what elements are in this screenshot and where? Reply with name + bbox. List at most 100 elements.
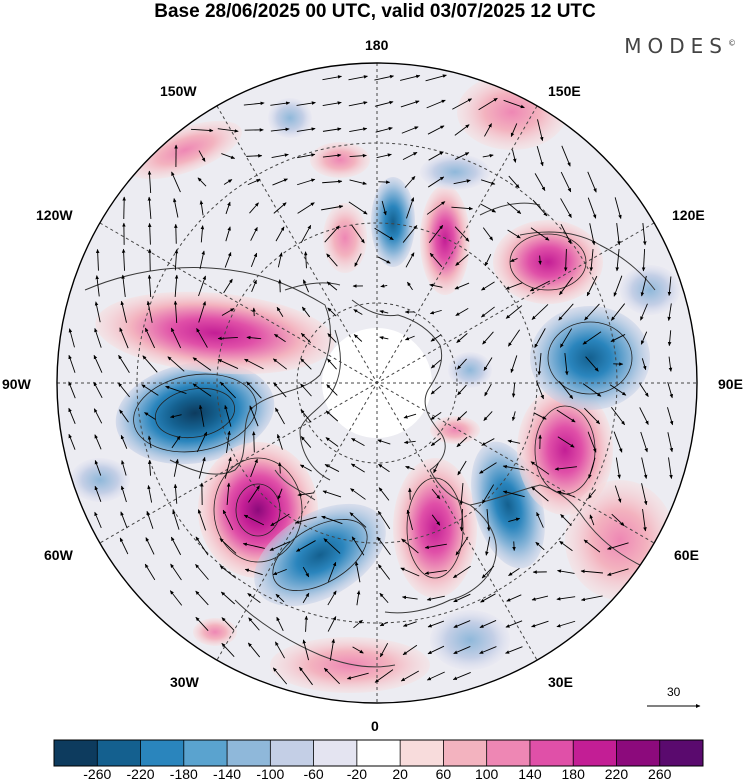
wind-vector-arrow-icon — [296, 178, 316, 186]
wind-vector-arrow-icon — [120, 300, 127, 323]
wind-vector-arrow-icon — [609, 384, 627, 396]
negative-anomaly-center — [115, 361, 275, 465]
wind-vector-arrow-icon — [378, 180, 391, 184]
wind-vector-arrow-icon — [531, 620, 549, 628]
wind-vector-arrow-icon — [558, 303, 574, 321]
wind-vector-arrow-icon — [667, 303, 672, 321]
wind-vector-arrow-icon — [220, 381, 236, 399]
wind-vector-arrow-icon — [329, 638, 335, 661]
wind-vector-arrow-icon — [296, 101, 316, 106]
wind-vector-arrow-icon — [530, 227, 550, 241]
wind-vector-arrow-icon — [456, 333, 468, 343]
wind-vector-arrow-icon — [559, 276, 573, 296]
wind-vector-arrow-icon — [457, 384, 467, 396]
colorbar-tick-label: -260 — [83, 766, 112, 782]
wind-vector-arrow-icon — [408, 487, 412, 500]
wind-vector-arrow-icon — [326, 281, 338, 291]
wind-vector-arrow-icon — [197, 509, 206, 531]
wind-vector-arrow-icon — [300, 409, 312, 423]
wind-vector-arrow-icon — [452, 672, 471, 680]
lon-label-120w: 120W — [36, 207, 73, 223]
wind-vector-arrow-icon — [536, 511, 544, 528]
wind-vector-arrow-icon — [346, 672, 369, 680]
brand-text: MODES — [624, 34, 728, 58]
wind-vector-arrow-icon — [480, 593, 496, 603]
wind-vector-arrow-icon — [429, 309, 442, 315]
wind-vector-arrow-icon — [171, 171, 181, 193]
wind-vector-arrow-icon — [119, 537, 129, 555]
wind-vector-arrow-icon — [401, 595, 418, 600]
wind-vector-arrow-icon — [192, 383, 212, 397]
wind-vector-arrow-icon — [276, 616, 284, 632]
lon-label-150w: 150W — [160, 83, 197, 99]
wind-vector-arrow-icon — [350, 488, 366, 500]
wind-vector-arrow-icon — [272, 358, 288, 370]
wind-vector-arrow-icon — [376, 153, 392, 159]
colorbar-bin — [443, 740, 488, 766]
wind-vector-arrow-icon — [322, 75, 342, 81]
wind-vector-arrow-icon — [484, 383, 492, 397]
wind-vector-arrow-icon — [217, 128, 239, 133]
wind-vector-arrow-icon — [430, 385, 442, 395]
wind-vector-arrow-icon — [322, 153, 342, 158]
wind-vector-arrow-icon — [296, 127, 316, 132]
wind-vector-arrow-icon — [322, 179, 343, 184]
wind-vector-arrow-icon — [273, 202, 287, 214]
wind-vector-arrow-icon — [192, 357, 212, 371]
wind-vector-arrow-icon — [322, 127, 342, 132]
wind-vector-arrow-icon — [327, 307, 337, 317]
wind-vector-arrow-icon — [271, 153, 289, 158]
wind-vector-arrow-icon — [505, 305, 523, 319]
wind-vector-arrow-icon — [275, 593, 285, 603]
wind-vector-arrow-icon — [269, 541, 291, 551]
wind-vector-arrow-icon — [454, 226, 470, 242]
wind-vector-arrow-icon — [121, 460, 127, 476]
wind-vector-arrow-icon — [507, 439, 521, 444]
wind-vector-arrow-icon — [196, 431, 208, 453]
wind-vector-arrow-icon — [559, 328, 573, 348]
wind-vector-arrow-icon — [274, 333, 286, 343]
wind-vector-arrow-icon — [221, 617, 235, 631]
wind-vector-arrow-icon — [401, 538, 419, 554]
wind-vector-arrow-icon — [94, 511, 102, 529]
wind-vector-arrow-icon — [95, 275, 100, 297]
wind-vector-arrow-icon — [196, 328, 208, 348]
colorbar-labels: -260 -220 -180 -140 -100 -60 -20 20 60 100 140 180 2… — [0, 766, 750, 783]
wind-vector-arrow-icon — [559, 540, 573, 552]
wind-vector-arrow-icon — [556, 409, 576, 423]
wind-vector-arrow-icon — [613, 431, 623, 453]
negative-anomaly-center — [620, 265, 680, 315]
wind-vector-arrow-icon — [198, 404, 205, 427]
wind-vector-arrow-icon — [430, 334, 442, 342]
wind-vector-arrow-icon — [278, 462, 282, 474]
latitude-circle — [296, 302, 458, 464]
wind-vector-arrow-icon — [195, 536, 209, 556]
negative-anomaly-center — [254, 503, 386, 607]
wind-vector-arrow-icon — [198, 150, 206, 162]
wind-vector-arrow-icon — [169, 414, 182, 419]
lon-label-120e: 120E — [672, 207, 705, 223]
positive-anomaly-center — [95, 291, 335, 375]
wind-vector-arrow-icon — [165, 385, 187, 395]
wind-vector-arrow-icon — [199, 200, 204, 216]
colorbar-tick-label: -20 — [346, 766, 367, 782]
wind-vector-arrow-icon — [510, 355, 518, 373]
wind-vector-arrow-icon — [326, 253, 338, 267]
wind-vector-arrow-icon — [426, 595, 445, 601]
wind-vector-arrow-icon — [94, 301, 101, 323]
wind-vector-arrow-icon — [246, 381, 262, 399]
wind-vector-arrow-icon — [302, 592, 310, 604]
wind-vector-arrow-icon — [302, 279, 310, 293]
colorbar-bin — [54, 740, 98, 766]
wind-vector-arrow-icon — [272, 178, 288, 186]
reference-vector-label: 30 — [667, 685, 681, 699]
wind-vector-arrow-icon — [482, 153, 494, 158]
wind-vector-arrow-icon — [510, 123, 518, 138]
wind-vector-arrow-icon — [407, 281, 413, 291]
wind-vector-arrow-icon — [640, 303, 648, 321]
wind-vector-arrow-icon — [173, 458, 179, 477]
wind-vector-arrow-icon — [322, 101, 342, 107]
colorbar-bin — [659, 740, 704, 766]
wind-vector-arrow-icon — [456, 436, 468, 448]
wind-vector-arrow-icon — [454, 152, 470, 160]
